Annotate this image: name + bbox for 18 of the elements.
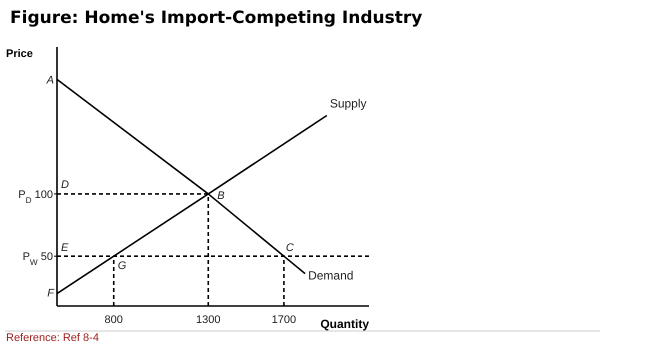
annotation: A <box>46 74 54 86</box>
annotation: F <box>47 287 56 300</box>
y-tick-label: P$_{D}$ 100 <box>18 188 53 204</box>
annotation: B <box>217 190 225 202</box>
chart-title: Figure: Home's Import-Competing Industry <box>10 8 422 28</box>
annotation: C <box>286 242 294 254</box>
annotation: G <box>118 260 127 272</box>
annotation: D <box>61 178 69 191</box>
series-label: Demand <box>308 268 354 283</box>
annotation: E <box>61 242 69 254</box>
y-axis-title: Price <box>6 48 33 60</box>
x-axis-title: Quantity <box>320 317 370 331</box>
y-tick-label: P$_{W}$ 50 <box>22 251 53 267</box>
series-label: Supply <box>330 96 367 110</box>
x-tick-label: 800 <box>104 314 123 326</box>
x-tick-label: 1300 <box>196 314 221 326</box>
text: Reference: Ref 8-4 <box>6 332 99 344</box>
x-tick-label: 1700 <box>272 314 296 326</box>
